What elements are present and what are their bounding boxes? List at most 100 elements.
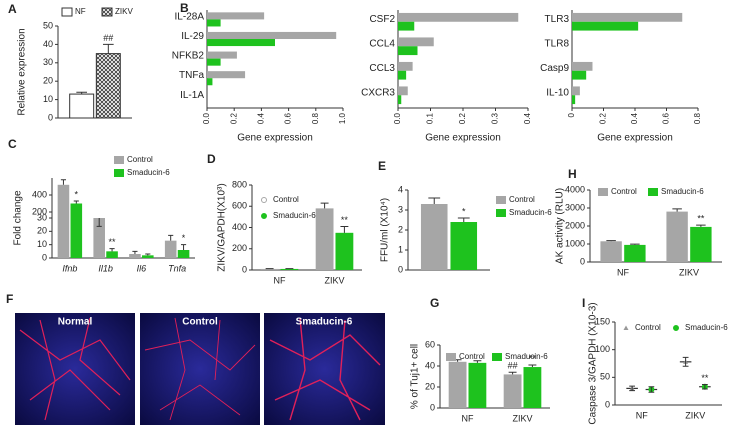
annotation: ## xyxy=(508,361,518,371)
y-tick-label: 4 xyxy=(398,184,403,194)
x-tick-label: ZIKV xyxy=(679,267,699,277)
error-bar xyxy=(340,225,349,233)
x-axis-title: Gene expression xyxy=(597,133,673,144)
y-tick-label: 0 xyxy=(430,402,435,412)
error-bar xyxy=(96,218,102,227)
panel-letter: B xyxy=(180,1,189,15)
bar xyxy=(95,53,121,119)
bar xyxy=(503,374,522,408)
legend-swatch xyxy=(496,209,506,217)
bar xyxy=(106,251,118,258)
y-tick-label: 0 xyxy=(398,264,403,274)
y-tick-label: 20 xyxy=(37,226,47,236)
x-tick-label: 0.3 xyxy=(491,112,500,124)
micrograph: Control xyxy=(140,313,260,425)
x-tick-label: 0.4 xyxy=(257,112,266,124)
error-bar xyxy=(672,208,682,212)
x-tick-label: 0 xyxy=(567,112,576,117)
y-tick-label: 20 xyxy=(425,381,435,391)
y-tick-label: TLR8 xyxy=(545,38,570,49)
y-tick-label: IL-10 xyxy=(546,87,569,98)
bar xyxy=(315,208,334,270)
y-tick-label: TLR3 xyxy=(545,14,570,25)
panel-letter: E xyxy=(378,159,386,173)
y-axis-title: Caspase 3/GAPDH (X10-3) xyxy=(588,302,599,424)
y-tick-label: 50 xyxy=(600,372,610,382)
bar xyxy=(70,203,83,258)
legend-label: NF xyxy=(75,7,86,16)
y-tick-label: 20 xyxy=(43,76,53,86)
error-bar xyxy=(682,356,689,367)
error-bar xyxy=(60,179,67,185)
error-bar xyxy=(102,43,114,54)
y-tick-label: 3000 xyxy=(565,202,585,212)
panel-letter: C xyxy=(8,137,17,151)
annotation: ** xyxy=(529,353,537,363)
y-tick-label: 10 xyxy=(37,239,47,249)
bar xyxy=(600,241,622,262)
bar xyxy=(93,218,105,258)
bar xyxy=(572,70,587,80)
x-tick-label: Ifnb xyxy=(62,263,77,273)
x-tick-label: 1.0 xyxy=(338,112,347,124)
x-tick-label: 0.8 xyxy=(311,112,320,124)
error-bar xyxy=(132,250,138,254)
bar xyxy=(207,58,221,66)
legend-label: Smaducin-6 xyxy=(661,187,704,196)
x-tick-label: ZIKV xyxy=(685,410,705,420)
x-tick-label: 0.4 xyxy=(523,112,532,124)
y-tick-label: 0 xyxy=(580,256,585,266)
micrograph: Smaducin-6 xyxy=(264,313,385,425)
bar xyxy=(398,61,413,71)
bar xyxy=(398,37,434,47)
legend-label: Smaducin-6 xyxy=(127,168,170,177)
x-tick-label: 0.2 xyxy=(599,112,608,124)
legend-label: Smaducin-6 xyxy=(685,323,728,332)
bar xyxy=(572,12,683,22)
y-tick-label: 1 xyxy=(398,244,403,254)
legend-label: Control xyxy=(273,195,299,204)
bar xyxy=(572,86,580,96)
error-bar xyxy=(696,224,706,227)
legend-swatch xyxy=(114,156,124,164)
marker xyxy=(623,325,629,330)
x-tick-label: 0.6 xyxy=(284,112,293,124)
y-tick-label: 200 xyxy=(232,243,247,253)
error-bar xyxy=(473,360,482,363)
legend-label: Smaducin-6 xyxy=(505,352,548,361)
bar xyxy=(207,19,221,27)
legend-label: Smaducin-6 xyxy=(509,208,552,217)
bar xyxy=(450,222,478,270)
panel-letter: D xyxy=(207,152,216,166)
y-axis-title: % of Tuj1+ cell xyxy=(410,344,421,409)
error-bar xyxy=(180,244,187,250)
bar xyxy=(398,12,519,22)
bar xyxy=(398,86,408,96)
bar xyxy=(164,240,177,258)
x-tick-label: NF xyxy=(636,410,648,420)
error-bar xyxy=(76,91,88,95)
bar xyxy=(207,78,213,86)
legend-swatch xyxy=(496,196,506,204)
bar xyxy=(523,367,542,408)
x-tick-label: Tnfa xyxy=(168,263,186,273)
y-tick-label: CCL4 xyxy=(369,38,395,49)
y-tick-label: 30 xyxy=(43,57,53,67)
legend-label: Smaducin-6 xyxy=(273,211,316,220)
error-bar xyxy=(606,240,616,242)
error-bar xyxy=(648,386,655,393)
y-tick-label: 50 xyxy=(43,20,53,30)
image-label: Control xyxy=(182,317,218,328)
bar xyxy=(624,244,646,262)
annotation: ** xyxy=(341,215,349,225)
y-tick-label: 400 xyxy=(232,222,247,232)
y-tick-label: IL-28A xyxy=(175,11,205,22)
annotation: * xyxy=(462,206,466,216)
y-tick-label: CSF2 xyxy=(369,14,395,25)
legend-label: Control xyxy=(509,195,535,204)
bar xyxy=(69,93,95,119)
marker xyxy=(673,325,679,331)
error-bar xyxy=(73,200,79,204)
y-tick-label: 0 xyxy=(42,252,47,262)
